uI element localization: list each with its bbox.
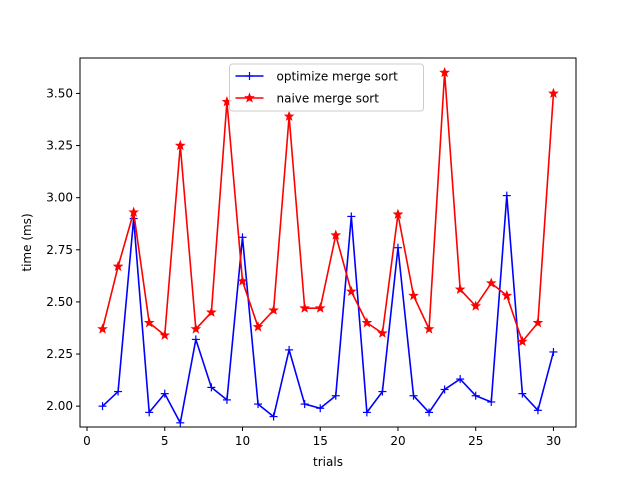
optimize-merge-sort-point bbox=[114, 387, 123, 396]
optimize-merge-sort-point bbox=[425, 408, 434, 417]
naive-merge-sort-point bbox=[423, 323, 435, 334]
optimize-merge-sort-point bbox=[347, 212, 356, 221]
naive-merge-sort-point bbox=[252, 321, 264, 332]
legend-entry-naive-merge-sort: naive merge sort bbox=[235, 92, 380, 106]
optimize-merge-sort-point bbox=[254, 400, 263, 409]
legend-entry-optimize-merge-sort: optimize merge sort bbox=[235, 70, 399, 84]
y-tick-label: 2.50 bbox=[46, 295, 73, 309]
optimize-merge-sort-point bbox=[145, 408, 154, 417]
legend-marker bbox=[245, 72, 254, 80]
naive-merge-sort-point bbox=[408, 290, 419, 301]
x-tick-label: 5 bbox=[161, 434, 169, 448]
optimize-merge-sort-point bbox=[191, 335, 200, 344]
legend-label: optimize merge sort bbox=[277, 70, 399, 84]
naive-merge-sort-point bbox=[190, 323, 202, 334]
optimize-merge-sort-point bbox=[549, 347, 558, 356]
optimize-merge-sort-point bbox=[487, 397, 496, 406]
x-tick-label: 30 bbox=[546, 434, 561, 448]
optimize-merge-sort-point bbox=[222, 395, 231, 404]
naive-merge-sort-line bbox=[101, 71, 555, 343]
y-tick-label: 3.50 bbox=[46, 86, 73, 100]
naive-merge-sort-point bbox=[97, 323, 108, 334]
optimize-merge-sort-point bbox=[160, 389, 169, 398]
naive-merge-sort-point bbox=[485, 277, 497, 288]
naive-merge-sort-point bbox=[330, 229, 342, 240]
x-axis-label: trials bbox=[313, 455, 343, 469]
optimize-merge-sort-point bbox=[378, 387, 387, 396]
axes-frame bbox=[79, 57, 577, 428]
optimize-merge-sort-points bbox=[98, 191, 558, 427]
naive-merge-sort-point bbox=[345, 285, 357, 297]
optimize-merge-sort-point bbox=[285, 345, 294, 354]
legend-label: naive merge sort bbox=[277, 92, 380, 106]
x-tick-label: 15 bbox=[313, 434, 328, 448]
naive-merge-sort-point bbox=[283, 110, 295, 121]
naive-merge-sort-point bbox=[470, 300, 482, 311]
optimize-merge-sort-point bbox=[440, 385, 449, 394]
naive-merge-sort-point bbox=[517, 335, 528, 347]
y-axis-label: time (ms) bbox=[20, 213, 34, 271]
optimize-merge-sort-point bbox=[393, 243, 402, 252]
optimize-merge-sort-point bbox=[207, 383, 216, 392]
naive-merge-sort-point bbox=[268, 304, 279, 315]
optimize-merge-sort-point bbox=[331, 391, 340, 400]
legend: optimize merge sort naive merge sort bbox=[229, 63, 424, 112]
y-axis: 2.00 2.25 2.50 2.75 3.00 3.25 3.50 bbox=[46, 86, 80, 413]
naive-merge-sort-point bbox=[112, 260, 124, 272]
optimize-merge-sort-point bbox=[502, 191, 511, 200]
y-tick-label: 3.25 bbox=[46, 139, 73, 153]
optimize-merge-sort-point bbox=[98, 402, 107, 411]
x-tick-label: 10 bbox=[235, 434, 250, 448]
y-tick-label: 2.25 bbox=[46, 347, 73, 361]
naive-merge-sort-point bbox=[454, 283, 466, 294]
optimize-merge-sort-point bbox=[518, 389, 527, 398]
optimize-merge-sort-point bbox=[409, 391, 418, 400]
y-tick-label: 2.00 bbox=[46, 399, 73, 413]
x-tick-label: 25 bbox=[468, 434, 483, 448]
optimize-merge-sort-point bbox=[300, 400, 309, 409]
naive-merge-sort-points bbox=[97, 66, 559, 347]
y-tick-label: 2.75 bbox=[46, 243, 73, 257]
optimize-merge-sort-point bbox=[362, 408, 371, 417]
x-tick-label: 20 bbox=[390, 434, 405, 448]
x-tick-label: 0 bbox=[83, 434, 91, 448]
optimize-merge-sort-line bbox=[102, 194, 555, 424]
legend-box bbox=[229, 63, 424, 112]
naive-merge-sort-point bbox=[361, 317, 373, 328]
naive-merge-sort-point bbox=[159, 329, 171, 340]
optimize-merge-sort-point bbox=[238, 233, 247, 242]
naive-merge-sort-point bbox=[501, 290, 513, 301]
naive-merge-sort-point bbox=[439, 66, 450, 78]
optimize-merge-sort-point bbox=[176, 418, 185, 427]
naive-merge-sort-point bbox=[392, 208, 404, 219]
plot-area bbox=[97, 66, 559, 427]
naive-merge-sort-point bbox=[143, 317, 155, 328]
optimize-merge-sort-point bbox=[456, 375, 465, 384]
legend-marker bbox=[244, 92, 255, 103]
naive-merge-sort-point bbox=[206, 306, 217, 317]
optimize-merge-sort-point bbox=[471, 391, 480, 400]
x-axis: 0 5 10 15 20 25 30 bbox=[83, 427, 561, 448]
naive-merge-sort-point bbox=[128, 206, 139, 217]
naive-merge-sort-point bbox=[377, 327, 388, 338]
naive-merge-sort-point bbox=[299, 302, 311, 313]
naive-merge-sort-point bbox=[314, 302, 326, 313]
naive-merge-sort-point bbox=[174, 139, 186, 151]
optimize-merge-sort-point bbox=[533, 406, 542, 415]
y-tick-label: 3.00 bbox=[46, 191, 73, 205]
optimize-merge-sort-point bbox=[316, 404, 325, 413]
optimize-merge-sort-point bbox=[269, 412, 278, 421]
naive-merge-sort-point bbox=[548, 87, 559, 98]
naive-merge-sort-point bbox=[237, 275, 248, 286]
naive-merge-sort-point bbox=[532, 317, 544, 328]
